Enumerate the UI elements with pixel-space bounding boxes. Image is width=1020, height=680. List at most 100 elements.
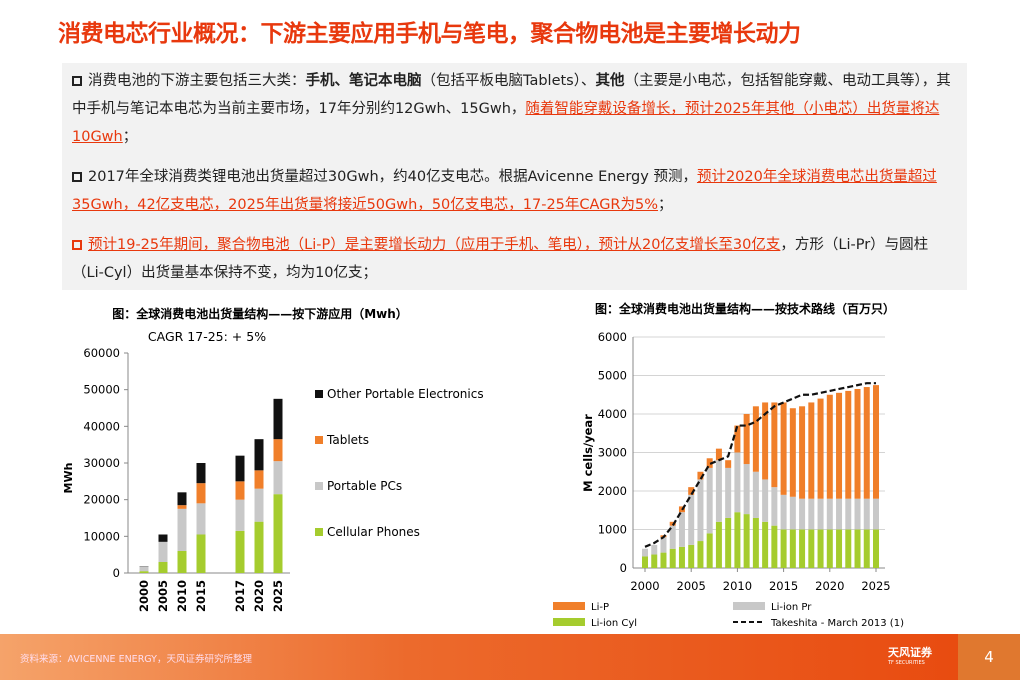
bar-segment: [254, 488, 264, 522]
y-tick-label: 4000: [598, 407, 627, 421]
bar-segment: [235, 530, 245, 573]
bar-segment: [669, 548, 676, 568]
bar-segment: [799, 406, 806, 499]
bar-segment: [789, 496, 796, 530]
bar-segment: [196, 463, 206, 484]
bar-segment: [254, 470, 264, 489]
y-tick-label: 5000: [598, 369, 627, 383]
bar-segment: [780, 494, 787, 530]
bar-segment: [762, 521, 769, 568]
bullet-text: 预计19-25年期间，聚合物电池（Li-P）是主要增长动力（应用于手机、笔电），…: [88, 237, 781, 253]
x-tick-label: 2015: [769, 579, 798, 593]
legend-swatch: [733, 602, 765, 610]
bar-segment: [817, 398, 824, 499]
legend-swatch: [553, 618, 585, 626]
x-tick-label: 2005: [677, 579, 706, 593]
bullet-text: ；: [658, 197, 673, 213]
legend-swatch: [315, 436, 323, 444]
bar-segment: [706, 533, 713, 568]
legend-label: Takeshita - March 2013 (1): [770, 618, 904, 629]
bar-segment: [669, 525, 676, 549]
legend-swatch: [553, 602, 585, 610]
legend-label: Li-ion Pr: [771, 602, 812, 613]
bar-segment: [725, 517, 732, 568]
bar-segment: [235, 455, 245, 482]
bar-segment: [771, 487, 778, 526]
legend-swatch: [315, 528, 323, 536]
bar-segment: [734, 452, 741, 513]
legend-label: Other Portable Electronics: [327, 387, 484, 401]
bar-segment: [808, 498, 815, 530]
bar-segment: [642, 556, 648, 568]
bar-segment: [177, 551, 187, 573]
y-tick-label: 10000: [83, 529, 120, 543]
bar-segment: [762, 402, 769, 480]
bullet-text: 2017年全球消费类锂电池出货量超过30Gwh，约40亿支电芯。根据Avicen…: [88, 169, 697, 185]
x-tick-label: 2025: [861, 579, 890, 593]
bar-segment: [139, 566, 149, 572]
x-tick-label: 2000: [137, 580, 151, 612]
y-tick-label: 6000: [598, 330, 627, 344]
bar-segment: [780, 402, 787, 495]
bar-segment: [254, 521, 264, 573]
bar-segment: [845, 498, 852, 530]
logo: 天风证券 TF SECURITIES: [888, 647, 932, 669]
bar-segment: [158, 534, 168, 542]
bar-segment: [254, 439, 264, 471]
y-axis-label: MWh: [62, 463, 75, 494]
bar-segment: [743, 464, 750, 515]
x-tick-label: 2000: [630, 579, 659, 593]
bar-segment: [706, 458, 713, 468]
bar-segment: [177, 505, 187, 509]
bar-segment: [808, 529, 815, 568]
bar-segment: [235, 499, 245, 531]
legend-label: Tablets: [326, 433, 369, 447]
bullet-text: 手机、笔记本电脑: [305, 73, 422, 89]
bar-segment: [196, 503, 206, 535]
bar-segment: [799, 529, 806, 568]
bar-segment: [743, 514, 750, 568]
bar-segment: [715, 460, 722, 522]
bar-segment: [845, 390, 852, 499]
bullet-text: 随着智能穿戴设备增长，预计2025年其他（小电芯）出货量将达10Gwh: [72, 101, 940, 145]
bar-segment: [826, 394, 833, 499]
bar-segment: [158, 562, 168, 573]
y-tick-label: 3000: [598, 446, 627, 460]
x-tick-label: 2015: [194, 580, 208, 612]
bar-segment: [697, 479, 704, 542]
bar-segment: [826, 498, 833, 530]
bullet: 预计19-25年期间，聚合物电池（Li-P）是主要增长动力（应用于手机、笔电），…: [72, 231, 952, 287]
bar-segment: [762, 479, 769, 522]
x-tick-label: 2017: [233, 580, 247, 612]
bar-segment: [642, 548, 648, 557]
source-label: 资料来源：: [20, 654, 68, 665]
legend-label: Li-ion Cyl: [591, 618, 637, 629]
legend-label: Portable PCs: [327, 479, 402, 493]
bar-segment: [771, 525, 778, 568]
legend-label: Li-P: [591, 602, 609, 613]
bullet-marker: [72, 76, 82, 86]
y-tick-label: 0: [620, 561, 627, 575]
bar-segment: [715, 448, 722, 461]
bar-segment: [826, 529, 833, 568]
x-tick-label: 2020: [815, 579, 844, 593]
x-tick-label: 2005: [156, 580, 170, 612]
bullet: 消费电池的下游主要包括三大类：手机、笔记本电脑（包括平板电脑Tablets）、其…: [72, 67, 952, 151]
bar-segment: [273, 398, 283, 440]
bullet-text: （主要是小电芯，包括智能穿戴、电动工具等），其中手机与笔记本电芯为当前主要市场，…: [72, 73, 951, 117]
logo-sub: TF SECURITIES: [888, 660, 925, 666]
bullet-marker: [72, 240, 82, 250]
bar-segment: [196, 483, 206, 504]
bar-segment: [734, 512, 741, 568]
bar-segment: [697, 471, 704, 480]
bullet-text: 其他: [595, 73, 625, 89]
footer: 资料来源：AVICENNE ENERGY，天风证券研究所整理 天风证券 TF SE…: [0, 634, 1020, 680]
bullet-box: 消费电池的下游主要包括三大类：手机、笔记本电脑（包括平板电脑Tablets）、其…: [62, 63, 967, 290]
bar-segment: [697, 541, 704, 568]
bar-segment: [780, 529, 787, 568]
bar-segment: [688, 487, 695, 495]
bullet-text: ，方形（Li-Pr）与圆柱（Li-Cyl）出货量基本保持不变，均为10亿支；: [72, 237, 929, 281]
legend-swatch: [315, 390, 323, 398]
x-tick-label: 2010: [175, 580, 189, 612]
bullet-marker: [72, 172, 82, 182]
